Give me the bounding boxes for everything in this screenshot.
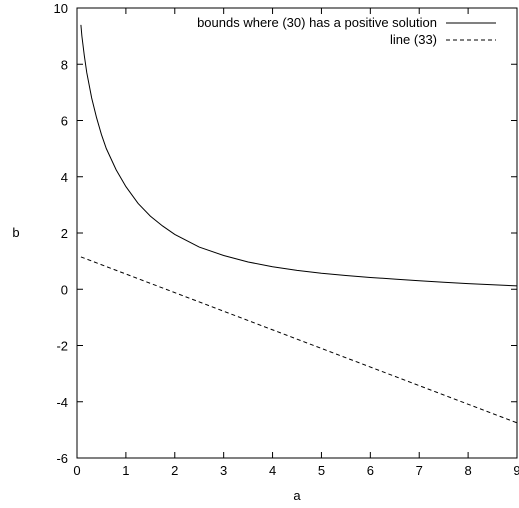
x-tick-label: 0 bbox=[73, 463, 80, 478]
ticks: 0 1 2 3 4 5 6 7 8 9 -6 -4 -2 0 2 4 6 8 10 bbox=[54, 1, 519, 478]
y-axis-label: b bbox=[12, 225, 19, 240]
y-tick-label: -6 bbox=[56, 451, 68, 466]
x-tick-label: 4 bbox=[269, 463, 276, 478]
series-line-1 bbox=[80, 24, 518, 287]
legend: bounds where (30) has a positive solutio… bbox=[197, 15, 496, 47]
y-tick-label: 6 bbox=[61, 114, 68, 129]
x-tick-label: 8 bbox=[464, 463, 471, 478]
series-line-2 bbox=[80, 256, 518, 424]
x-tick-label: 7 bbox=[416, 463, 423, 478]
x-tick-label: 6 bbox=[367, 463, 374, 478]
x-tick-label: 5 bbox=[318, 463, 325, 478]
x-tick-label: 9 bbox=[513, 463, 519, 478]
series-layer bbox=[80, 24, 518, 424]
legend-label-1: bounds where (30) has a positive solutio… bbox=[197, 15, 437, 30]
y-tick-label: -2 bbox=[56, 339, 68, 354]
y-tick-label: 8 bbox=[61, 57, 68, 72]
x-tick-label: 2 bbox=[171, 463, 178, 478]
plot-frame bbox=[76, 7, 518, 459]
y-tick-label: 0 bbox=[61, 282, 68, 297]
y-tick-label: 10 bbox=[54, 1, 68, 16]
y-tick-label: 2 bbox=[61, 226, 68, 241]
plot-area bbox=[76, 7, 518, 459]
x-tick-label: 1 bbox=[122, 463, 129, 478]
x-axis-label: a bbox=[293, 488, 301, 503]
legend-label-2: line (33) bbox=[390, 32, 437, 47]
y-tick-label: -4 bbox=[56, 395, 68, 410]
x-tick-label: 3 bbox=[220, 463, 227, 478]
y-tick-label: 4 bbox=[61, 170, 68, 185]
